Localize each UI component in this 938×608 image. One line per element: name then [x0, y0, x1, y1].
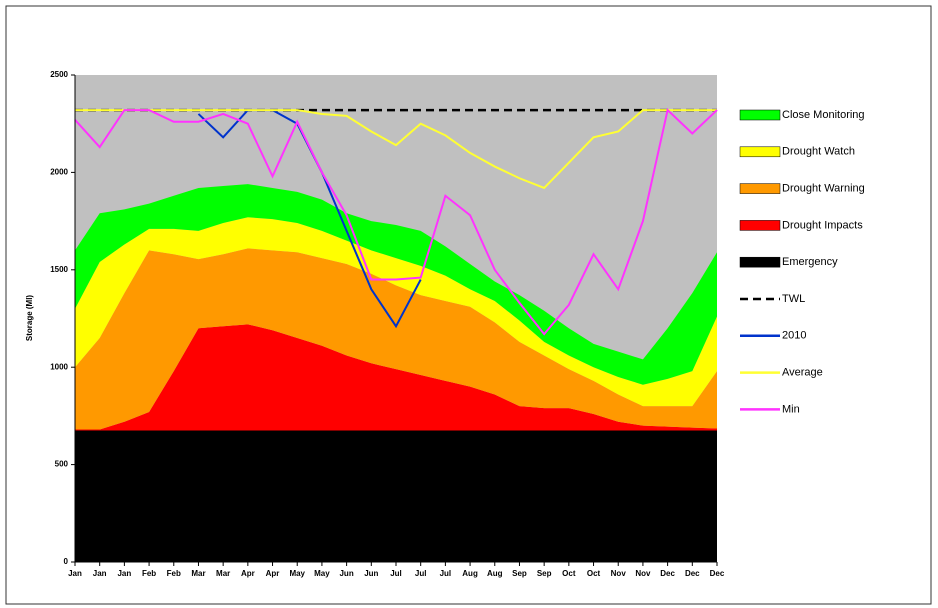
y-tick-label: 1000 — [50, 362, 68, 371]
frame — [5, 5, 932, 605]
x-tick-label: Nov — [635, 569, 651, 578]
x-tick-label: Apr — [266, 569, 280, 578]
x-tick-label: Jun — [339, 569, 353, 578]
x-tick-label: Oct — [587, 569, 601, 578]
x-tick-label: Mar — [216, 569, 230, 578]
x-tick-label: Sep — [537, 569, 552, 578]
area — [75, 217, 717, 407]
x-tick-label: Nov — [611, 569, 627, 578]
legend-label: Min — [782, 403, 800, 415]
legend-label: 2010 — [782, 330, 806, 342]
legend-swatch — [739, 220, 781, 231]
x-tick-label: Aug — [462, 569, 478, 578]
x-tick-label: Jun — [364, 569, 378, 578]
x-tick-label: May — [314, 569, 330, 578]
y-tick-label: 1500 — [50, 265, 68, 274]
x-tick-label: Apr — [241, 569, 255, 578]
x-tick-label: Dec — [660, 569, 675, 578]
legend-swatch — [739, 183, 781, 194]
legend-label: Close Monitoring — [782, 109, 865, 121]
line — [74, 108, 718, 336]
legend-label: TWL — [782, 293, 805, 305]
x-tick-label: Mar — [191, 569, 205, 578]
x-tick-label: Jul — [440, 569, 452, 578]
legend-swatch — [739, 109, 781, 121]
x-tick-label: Jan — [68, 569, 82, 578]
y-tick-label: 0 — [64, 557, 69, 566]
y-axis-label: Storage (Ml) — [25, 295, 34, 342]
legend-label: Average — [782, 367, 823, 379]
y-tick-label: 500 — [55, 460, 69, 469]
x-tick-label: Feb — [167, 569, 181, 578]
x-tick-label: Oct — [562, 569, 576, 578]
legend-label: Drought Warning — [782, 183, 865, 195]
area — [75, 248, 717, 430]
x-tick-label: Jan — [117, 569, 131, 578]
legend-swatch — [739, 146, 781, 158]
area — [75, 430, 717, 562]
x-tick-label: Dec — [710, 569, 725, 578]
x-tick-label: Jul — [415, 569, 427, 578]
y-tick-label: 2000 — [50, 168, 68, 177]
x-tick-label: Dec — [685, 569, 700, 578]
legend-label: Emergency — [782, 256, 838, 268]
y-tick-label: 2500 — [50, 70, 68, 79]
legend-label: Drought Impacts — [782, 219, 863, 231]
area — [75, 324, 717, 431]
x-tick-label: Aug — [487, 569, 503, 578]
legend-swatch — [739, 256, 781, 268]
x-tick-label: Jul — [390, 569, 402, 578]
x-tick-label: May — [289, 569, 305, 578]
x-tick-label: Sep — [512, 569, 527, 578]
legend-label: Drought Watch — [782, 146, 855, 158]
area — [75, 184, 717, 385]
x-tick-label: Jan — [93, 569, 107, 578]
x-tick-label: Feb — [142, 569, 156, 578]
line — [75, 109, 717, 190]
